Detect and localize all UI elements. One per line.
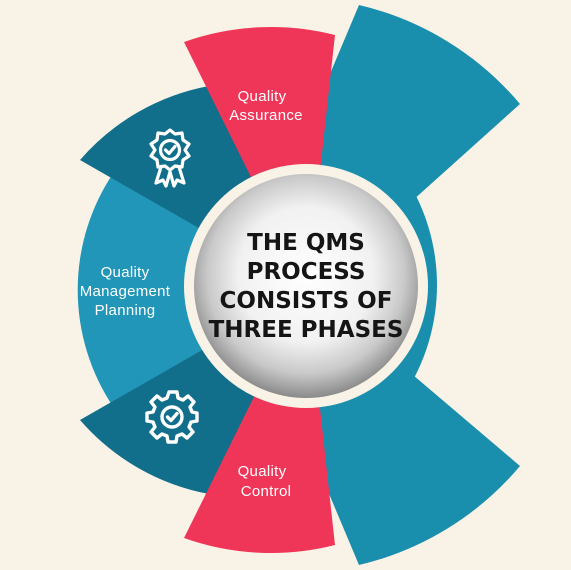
planning-label-line-2: Management xyxy=(80,283,171,300)
center-title-line-3: CONSISTS OF xyxy=(220,288,393,314)
center-title-line-2: PROCESS xyxy=(247,259,366,285)
assurance-label-line-2: Assurance xyxy=(229,107,303,124)
planning-label-line-1: Quality xyxy=(101,264,150,281)
center-title-line-1: THE QMS xyxy=(247,230,365,256)
award-badge-check-icon xyxy=(149,128,191,188)
control-label-line-2: Control xyxy=(241,483,291,500)
center-title-line-4: THREE PHASES xyxy=(209,317,404,343)
center-sphere xyxy=(194,174,418,398)
control-label-line-1: Quality xyxy=(238,463,287,480)
gear-check-icon xyxy=(145,390,199,444)
assurance-label-line-1: Quality xyxy=(238,88,287,105)
planning-label-line-3: Planning xyxy=(95,302,156,319)
